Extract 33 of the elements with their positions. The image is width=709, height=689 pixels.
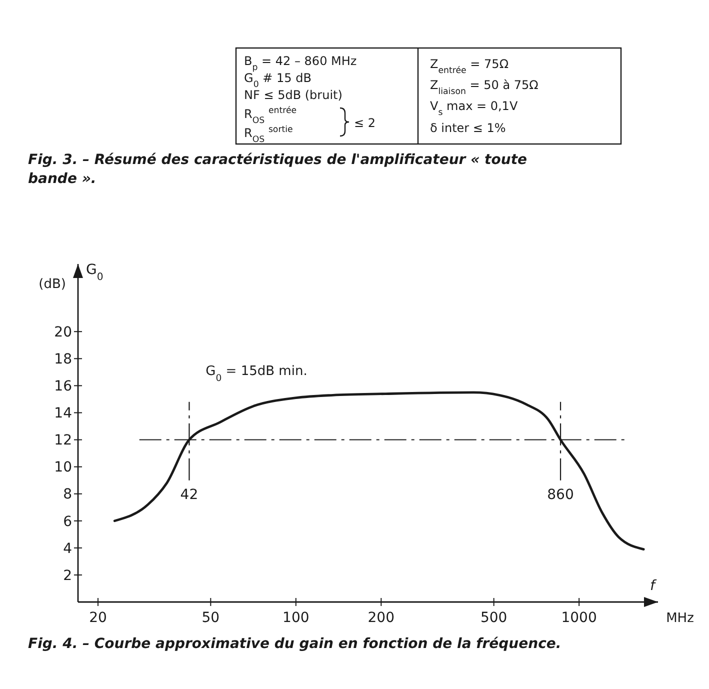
text: ≤ 2 — [354, 116, 376, 130]
text: Fig. 4. – Courbe approximative du gain en fonction de la fréquence. — [28, 636, 562, 652]
ref-line-label: 860 — [547, 487, 574, 504]
text: Z$_{liaison}$ = 50 à 75Ω — [430, 78, 538, 97]
y-tick-label: 4 — [63, 540, 72, 557]
text: G$_{0}$ # 15 dB — [244, 71, 312, 90]
text: B$_{p}$ = 42 – 860 MHz — [244, 54, 357, 73]
text: (dB) — [38, 277, 66, 292]
y-tick-label: 2 — [63, 568, 72, 584]
x-axis-title: f — [650, 578, 657, 594]
text: V$_{s}$ max = 0,1V — [430, 99, 518, 118]
y-tick-label: 20 — [54, 324, 72, 340]
x-tick-label: 20 — [89, 610, 107, 626]
y-tick-label: 18 — [54, 352, 72, 368]
y-tick-label: 10 — [54, 460, 72, 476]
text: δ inter ≤ 1% — [430, 121, 506, 135]
annotation: G$_{0}$ = 15dB min. — [206, 364, 308, 384]
ref-line-label: 42 — [180, 487, 198, 504]
y-tick-label: 8 — [63, 486, 72, 503]
y-tick-label: 6 — [63, 514, 72, 530]
text: NF ≤ 5dB (bruit) — [244, 88, 342, 102]
caption: Fig. 3. – Résumé des caractéristiques de l'amplificateur « toute bande ». — [28, 152, 528, 187]
y-axis-title: G$_{0}$ — [86, 262, 104, 282]
x-tick-label: 200 — [368, 610, 395, 626]
y-tick-label: 12 — [54, 432, 72, 449]
x-tick-label: 1000 — [561, 610, 597, 626]
y-tick-label: 16 — [54, 378, 72, 395]
x-tick-label: 50 — [202, 610, 220, 626]
x-tick-label: 500 — [480, 610, 508, 626]
text: MHz — [666, 611, 694, 626]
x-tick-label: 100 — [282, 610, 310, 626]
y-tick-label: 14 — [54, 406, 72, 422]
text: Z$_{entrée}$ = 75Ω — [430, 57, 508, 76]
